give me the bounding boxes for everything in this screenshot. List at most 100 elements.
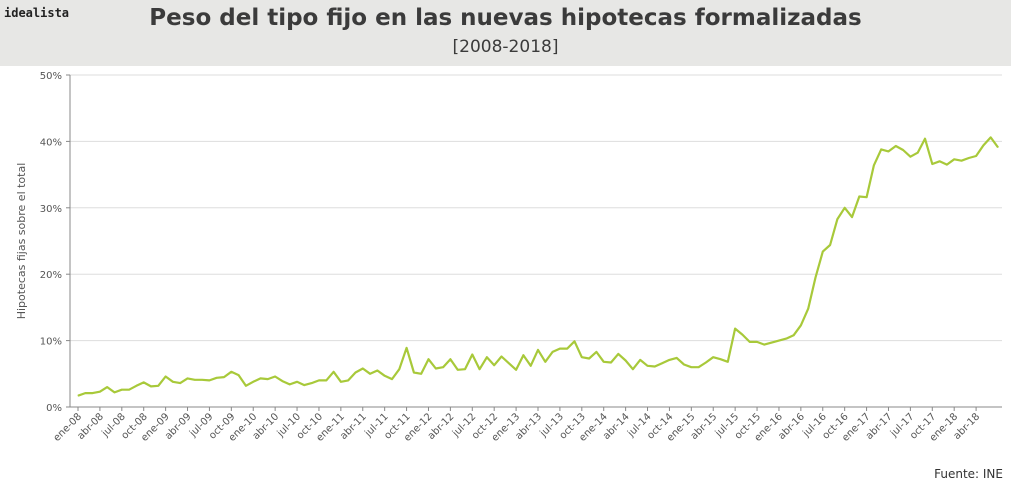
data-point — [880, 148, 882, 150]
data-point — [428, 358, 429, 360]
data-point — [763, 344, 765, 346]
data-point — [238, 374, 240, 376]
data-point — [647, 365, 648, 367]
data-point — [720, 358, 721, 360]
data-point — [866, 196, 868, 198]
data-point — [544, 361, 546, 363]
series-line — [77, 136, 999, 397]
data-point — [822, 251, 824, 253]
data-point — [873, 164, 875, 166]
data-point — [508, 362, 510, 364]
data-point — [135, 385, 137, 387]
data-point — [975, 155, 977, 157]
data-point — [888, 150, 889, 152]
data-point — [325, 379, 327, 381]
data-point — [610, 362, 612, 363]
data-point — [617, 353, 619, 355]
data-point — [281, 380, 283, 382]
data-point — [157, 385, 159, 387]
data-point — [836, 218, 838, 220]
data-point — [252, 381, 254, 383]
data-point — [340, 381, 342, 383]
data-point — [924, 138, 926, 140]
data-point — [771, 342, 773, 344]
data-point — [946, 164, 948, 166]
data-point — [902, 149, 904, 151]
brand-logo: idealista — [4, 6, 70, 20]
data-point — [479, 368, 481, 370]
data-point — [698, 366, 700, 368]
y-axis-label: Hipotecas fijas sobre el total — [15, 163, 28, 320]
data-point — [741, 334, 743, 336]
data-point — [690, 366, 692, 368]
grid-lines — [70, 74, 1002, 342]
y-tick-label: 20% — [40, 270, 62, 281]
data-point — [362, 368, 364, 369]
data-point — [515, 369, 517, 371]
data-point — [369, 373, 371, 375]
y-tick-label: 40% — [40, 137, 62, 148]
data-point — [457, 369, 459, 371]
data-point — [574, 340, 575, 342]
data-point — [705, 362, 707, 363]
y-tick-label: 0% — [46, 403, 62, 414]
data-point — [917, 152, 919, 154]
data-point — [734, 328, 736, 330]
data-point — [683, 364, 685, 365]
data-point — [384, 375, 386, 377]
data-point — [961, 160, 962, 162]
data-point — [858, 196, 860, 197]
data-point — [982, 144, 984, 146]
data-point — [668, 359, 670, 361]
data-point — [939, 160, 941, 162]
data-point — [355, 372, 356, 373]
data-point — [793, 334, 795, 336]
data-point — [968, 157, 970, 159]
data-point — [829, 244, 831, 246]
data-point — [537, 349, 539, 351]
data-point — [333, 371, 335, 373]
data-point — [99, 391, 101, 393]
data-point — [245, 385, 247, 387]
data-point — [785, 338, 787, 340]
data-point — [413, 372, 415, 373]
data-point — [559, 348, 561, 350]
y-axis-ticks: 0% 10% 20% 30% 40% 50% — [40, 71, 70, 414]
data-point — [778, 340, 780, 342]
data-point — [953, 158, 955, 160]
chart-subtitle: [2008-2018] — [452, 37, 559, 57]
data-point — [223, 376, 225, 378]
data-point — [486, 356, 488, 358]
data-point — [815, 277, 816, 278]
data-point — [530, 365, 532, 367]
data-point — [230, 371, 232, 373]
data-point — [851, 216, 853, 218]
data-point — [807, 308, 809, 310]
data-point — [106, 386, 108, 388]
data-point — [165, 376, 167, 377]
data-point — [114, 391, 115, 393]
data-point — [194, 379, 196, 381]
data-point — [588, 358, 590, 359]
data-point — [800, 324, 802, 326]
data-point — [895, 145, 897, 147]
y-tick-label: 50% — [40, 71, 62, 82]
data-point — [712, 356, 714, 358]
y-tick-label: 30% — [40, 204, 62, 215]
data-point — [376, 370, 378, 371]
data-point — [493, 364, 495, 366]
data-point — [172, 381, 174, 383]
data-point — [216, 377, 218, 379]
data-point — [931, 163, 933, 165]
x-axis-ticks: ene-08abr-08jul-08oct-08ene-09abr-09jul-… — [52, 407, 982, 444]
data-point — [311, 382, 313, 384]
data-point — [632, 368, 634, 370]
data-point — [267, 378, 269, 380]
data-point — [274, 376, 276, 377]
data-point — [639, 359, 641, 361]
source-note: Fuente: INE — [934, 467, 1003, 481]
data-point — [464, 368, 466, 370]
data-point — [391, 378, 393, 380]
data-point — [595, 351, 597, 353]
